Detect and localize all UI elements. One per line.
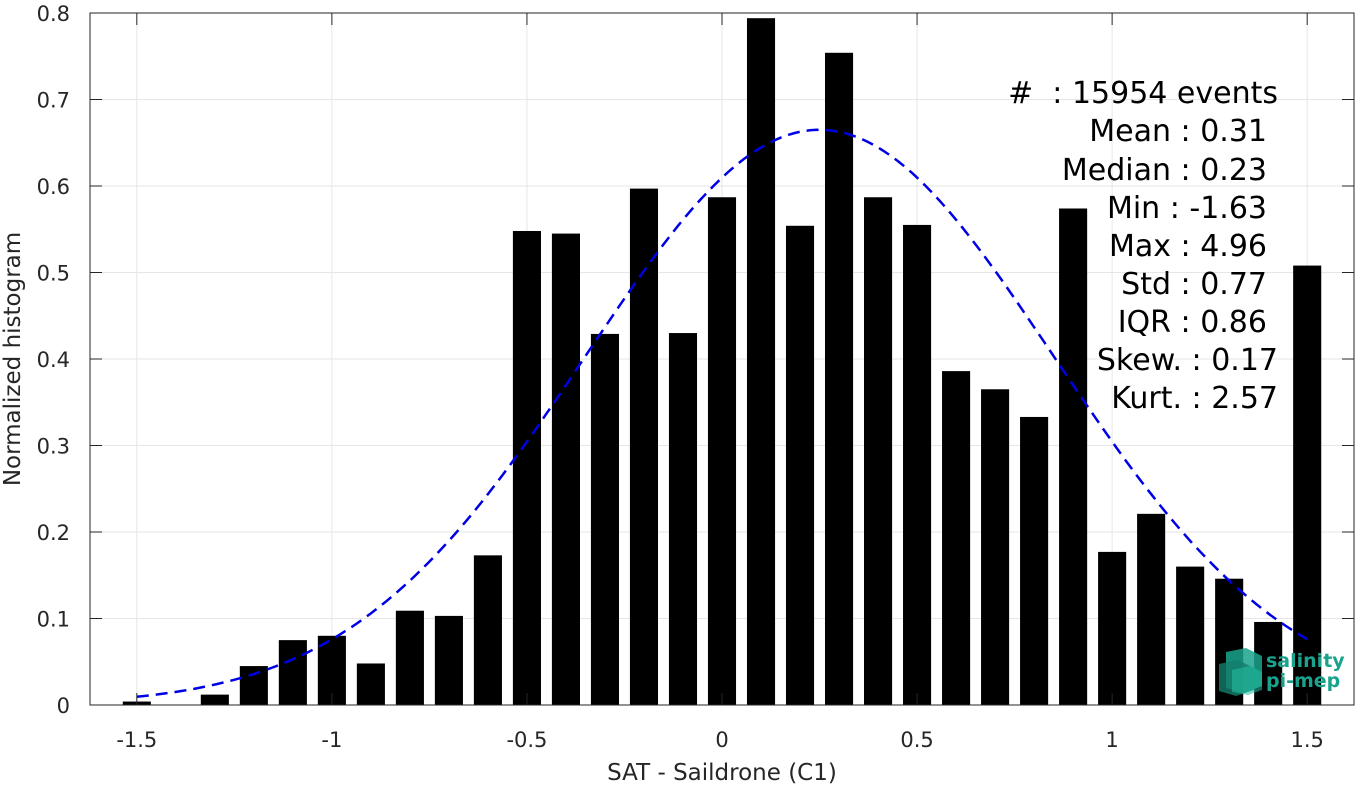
- bar-series: [122, 18, 1322, 706]
- y-tick-label: 0.6: [37, 175, 70, 199]
- x-tick-label: 1.5: [1290, 728, 1323, 752]
- histogram-bar: [1137, 513, 1166, 705]
- histogram-bar: [903, 224, 932, 706]
- histogram-bar: [824, 52, 854, 706]
- histogram-bar: [512, 230, 541, 706]
- stat-median: Median : 0.23: [1062, 153, 1267, 188]
- x-tick-label: 0: [715, 728, 728, 752]
- histogram-bar: [200, 694, 229, 705]
- histogram-bar: [668, 333, 698, 705]
- histogram-bar: [1293, 265, 1322, 705]
- logo-line-2: pi-mep: [1266, 670, 1340, 692]
- y-tick-label: 0.3: [37, 435, 70, 459]
- y-tick-label: 0.4: [37, 348, 70, 372]
- histogram-bar: [473, 555, 502, 705]
- x-tick-label: 0.5: [900, 728, 933, 752]
- histogram-bar: [864, 197, 893, 705]
- x-tick-label: -0.5: [506, 728, 547, 752]
- y-tick-label: 0.8: [37, 2, 70, 26]
- x-tick-label: 1: [1105, 728, 1118, 752]
- stat-max: Max : 4.96: [1109, 229, 1267, 264]
- stat-kurt: Kurt. : 2.57: [1111, 381, 1278, 416]
- histogram-bar: [356, 663, 385, 705]
- histogram-bar: [746, 18, 776, 705]
- x-tick-label: -1.5: [116, 728, 157, 752]
- cube-logo-icon: [1219, 648, 1262, 696]
- histogram-bar: [1176, 566, 1205, 705]
- stat-events: # : 15954 events: [1008, 76, 1278, 111]
- histogram-bar: [434, 615, 463, 705]
- x-tick-labels: -1.5 -1 -0.5 0 0.5 1 1.5: [116, 728, 1324, 752]
- logo-line-1: salinity: [1266, 650, 1345, 672]
- histogram-bar: [981, 389, 1010, 705]
- y-tick-label: 0: [57, 694, 70, 718]
- histogram-bar: [629, 188, 659, 706]
- stat-iqr: IQR : 0.86: [1118, 305, 1267, 340]
- histogram-bar: [785, 225, 815, 706]
- histogram-bar: [551, 233, 580, 705]
- y-axis-label: Normalized histogram: [0, 232, 26, 486]
- axis-ticks: [90, 12, 1354, 706]
- histogram-bar: [1020, 416, 1049, 705]
- histogram-bar: [590, 333, 620, 705]
- x-tick-label: -1: [321, 728, 342, 752]
- y-tick-labels: 0 0.1 0.2 0.3 0.4 0.5 0.6 0.7 0.8: [37, 2, 70, 718]
- histogram-bar: [1059, 208, 1088, 706]
- salinity-pimep-logo: salinity pi-mep: [1219, 648, 1345, 696]
- histogram-bar: [1098, 551, 1127, 705]
- stat-std: Std : 0.77: [1121, 267, 1267, 302]
- y-tick-label: 0.5: [37, 262, 70, 286]
- x-axis-label: SAT - Saildrone (C1): [607, 760, 837, 785]
- y-tick-label: 0.1: [37, 608, 70, 632]
- y-tick-label: 0.7: [37, 89, 70, 113]
- histogram-bar: [395, 610, 424, 705]
- stat-min: Min : -1.63: [1107, 191, 1267, 226]
- histogram-bar: [707, 197, 737, 705]
- histogram-bar: [278, 640, 307, 705]
- histogram-bar: [239, 666, 268, 705]
- stat-mean: Mean : 0.31: [1089, 114, 1267, 149]
- stat-skew: Skew. : 0.17: [1097, 343, 1278, 378]
- statistics-box: # : 15954 events Mean : 0.31 Median : 0.…: [1008, 76, 1278, 416]
- histogram-bar: [942, 371, 971, 705]
- y-tick-label: 0.2: [37, 521, 70, 545]
